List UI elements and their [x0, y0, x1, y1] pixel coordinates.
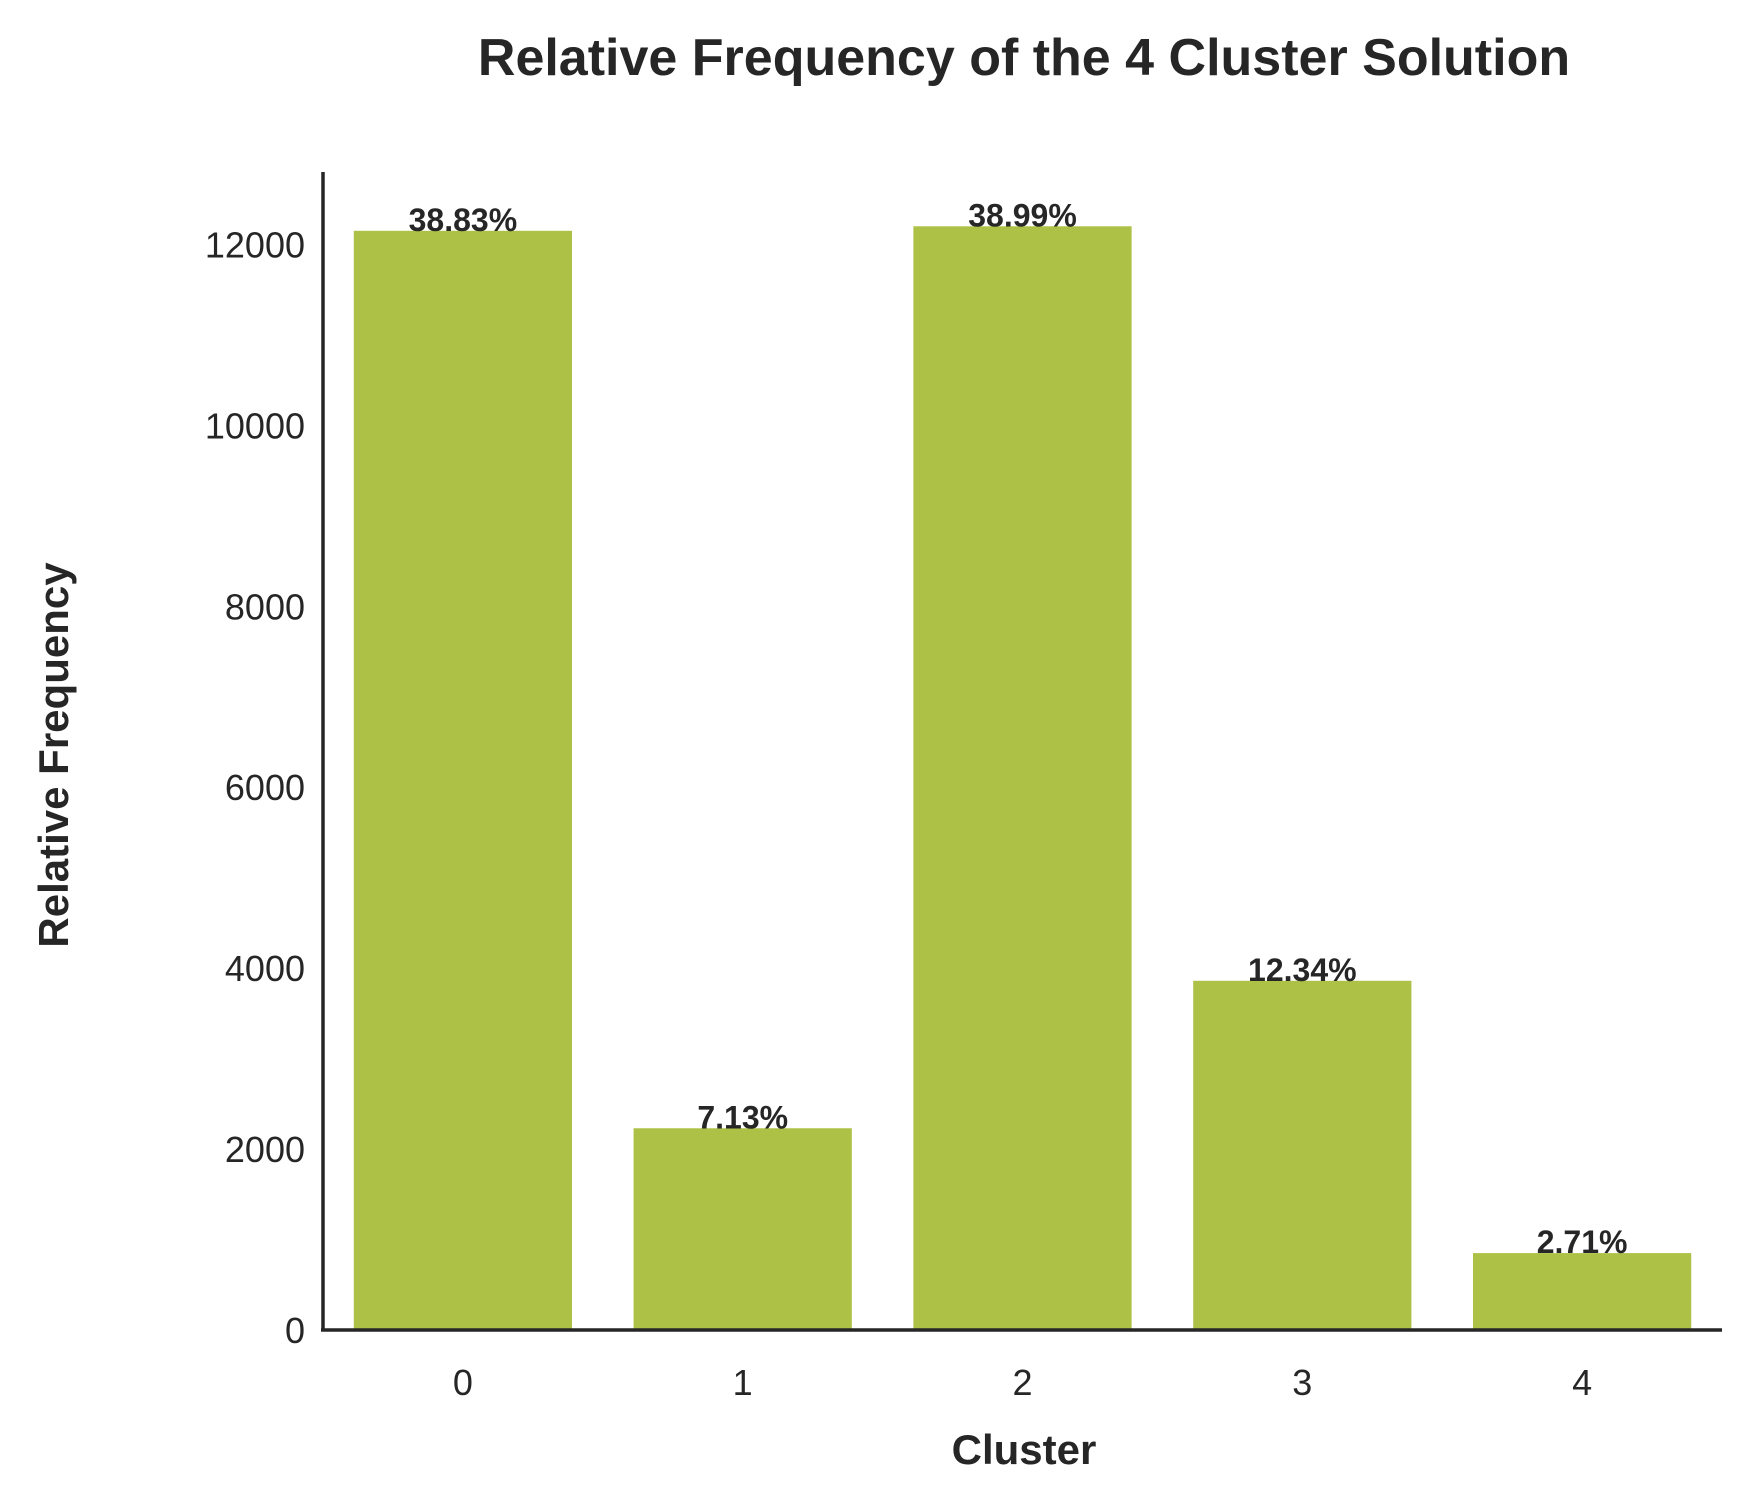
y-tick-label: 8000 — [225, 586, 305, 627]
y-tick-label: 4000 — [225, 948, 305, 989]
bars-layer — [353, 226, 1692, 1330]
chart-title: Relative Frequency of the 4 Cluster Solu… — [478, 29, 1570, 87]
y-tick-label: 2000 — [225, 1129, 305, 1170]
bar-value-label: 38.99% — [968, 197, 1077, 233]
y-tick-label: 10000 — [205, 405, 305, 446]
bar-cluster-1 — [633, 1128, 852, 1330]
x-tick-label: 4 — [1572, 1362, 1592, 1403]
bar-cluster-0 — [353, 230, 573, 1330]
y-tick-label: 6000 — [225, 767, 305, 808]
y-tick-label: 12000 — [205, 224, 305, 265]
bar-cluster-4 — [1472, 1253, 1692, 1330]
x-tick-label: 0 — [453, 1362, 473, 1403]
x-axis-label: Cluster — [952, 1426, 1097, 1473]
bar-value-label: 38.83% — [409, 202, 518, 238]
bar-cluster-3 — [1193, 980, 1412, 1330]
bar-value-label: 2.71% — [1537, 1224, 1628, 1260]
x-tick-label: 3 — [1292, 1362, 1312, 1403]
y-tick-label: 0 — [285, 1310, 305, 1351]
x-tick-label: 1 — [733, 1362, 753, 1403]
x-ticks-layer: 0 1 2 3 4 — [453, 1362, 1592, 1403]
y-ticks-layer: 0 2000 4000 6000 8000 10000 12000 — [205, 224, 305, 1351]
y-axis-label: Relative Frequency — [30, 562, 77, 948]
x-tick-label: 2 — [1012, 1362, 1032, 1403]
bar-labels-layer: 38.83% 7.13% 38.99% 12.34% 2.71% — [409, 197, 1628, 1260]
bar-cluster-2 — [913, 226, 1132, 1330]
bar-value-label: 7.13% — [697, 1099, 788, 1135]
bar-value-label: 12.34% — [1248, 952, 1357, 988]
